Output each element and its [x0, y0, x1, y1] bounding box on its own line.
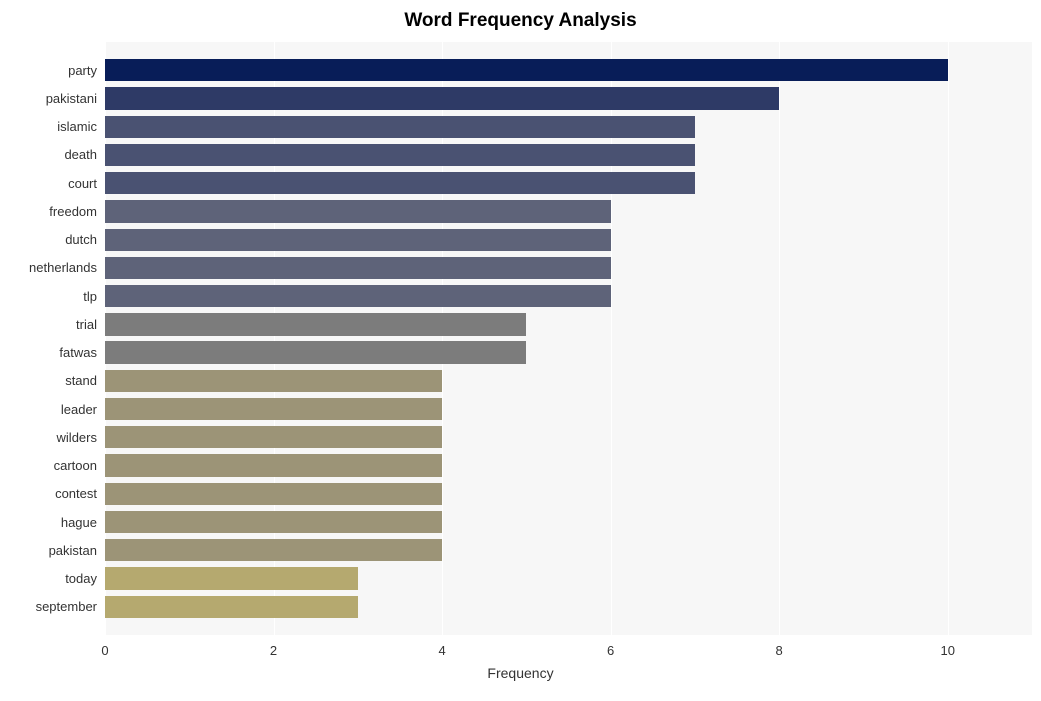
y-tick-label: freedom: [0, 204, 97, 219]
bar: [105, 511, 442, 533]
y-tick-label: contest: [0, 486, 97, 501]
bar-row: [105, 480, 1032, 508]
y-tick-label: leader: [0, 402, 97, 417]
chart-title: Word Frequency Analysis: [0, 10, 1041, 32]
bar: [105, 370, 442, 392]
bar-row: [105, 226, 1032, 254]
bar-row: [105, 282, 1032, 310]
bar: [105, 200, 611, 222]
y-tick-label: tlp: [0, 289, 97, 304]
bar-row: [105, 169, 1032, 197]
y-tick-label: stand: [0, 373, 97, 388]
bar: [105, 398, 442, 420]
bar: [105, 483, 442, 505]
bar: [105, 285, 611, 307]
bar: [105, 172, 695, 194]
y-tick-label: trial: [0, 317, 97, 332]
y-tick-label: wilders: [0, 430, 97, 445]
bar-row: [105, 564, 1032, 592]
y-tick-label: september: [0, 599, 97, 614]
x-tick-label: 8: [776, 643, 783, 658]
y-tick-label: pakistan: [0, 543, 97, 558]
y-tick-label: netherlands: [0, 260, 97, 275]
bar: [105, 144, 695, 166]
bar: [105, 257, 611, 279]
bar-row: [105, 367, 1032, 395]
bar-row: [105, 536, 1032, 564]
y-tick-label: dutch: [0, 232, 97, 247]
x-tick-label: 6: [607, 643, 614, 658]
y-tick-label: pakistani: [0, 91, 97, 106]
bar: [105, 87, 779, 109]
y-tick-label: party: [0, 63, 97, 78]
chart-container: Word Frequency Analysis party pakistani is…: [0, 0, 1041, 701]
bar-row: [105, 395, 1032, 423]
bar: [105, 567, 358, 589]
y-tick-label: hague: [0, 515, 97, 530]
bar: [105, 454, 442, 476]
bar-row: [105, 423, 1032, 451]
x-tick-label: 4: [438, 643, 445, 658]
bar-row: [105, 451, 1032, 479]
bar-row: [105, 56, 1032, 84]
y-tick-label: court: [0, 176, 97, 191]
bar-row: [105, 593, 1032, 621]
bar: [105, 59, 948, 81]
bar: [105, 313, 526, 335]
bar: [105, 229, 611, 251]
bar: [105, 341, 526, 363]
bar-row: [105, 508, 1032, 536]
y-tick-label: today: [0, 571, 97, 586]
bar-row: [105, 113, 1032, 141]
bar-row: [105, 141, 1032, 169]
bar: [105, 116, 695, 138]
bar-row: [105, 254, 1032, 282]
y-tick-label: cartoon: [0, 458, 97, 473]
x-tick-label: 0: [101, 643, 108, 658]
x-tick-label: 10: [940, 643, 954, 658]
bar-row: [105, 310, 1032, 338]
bar-row: [105, 84, 1032, 112]
bar-row: [105, 197, 1032, 225]
x-axis-title: Frequency: [0, 665, 1041, 681]
y-tick-label: death: [0, 147, 97, 162]
bar-row: [105, 339, 1032, 367]
y-tick-label: fatwas: [0, 345, 97, 360]
bar: [105, 596, 358, 618]
x-tick-label: 2: [270, 643, 277, 658]
bar: [105, 539, 442, 561]
plot-area: [105, 42, 1032, 635]
bar: [105, 426, 442, 448]
y-tick-label: islamic: [0, 119, 97, 134]
